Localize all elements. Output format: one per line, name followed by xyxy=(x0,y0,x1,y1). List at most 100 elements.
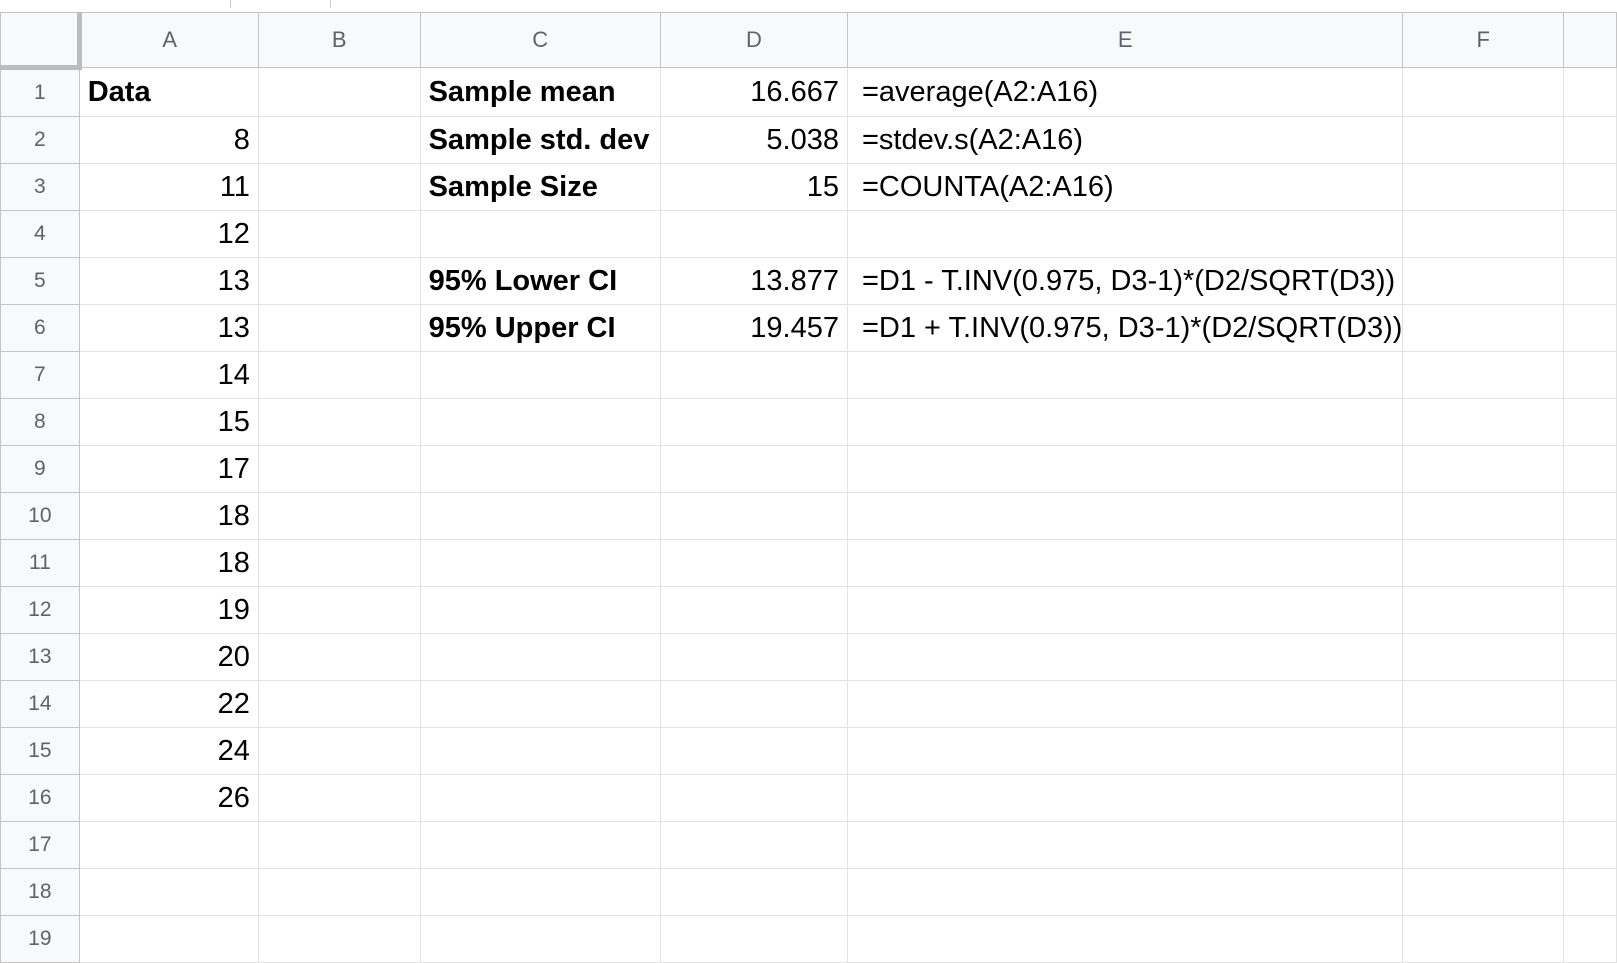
cell-f16[interactable] xyxy=(1402,774,1565,822)
cell-d10[interactable] xyxy=(659,492,848,540)
cell-e13[interactable] xyxy=(846,633,1404,681)
cell-c9[interactable] xyxy=(419,445,661,493)
cell-a8[interactable]: 15 xyxy=(78,398,259,446)
row-header[interactable]: 16 xyxy=(0,774,80,822)
column-header-b[interactable]: B xyxy=(257,12,421,68)
cell-g6[interactable] xyxy=(1563,304,1617,352)
cell-e19[interactable] xyxy=(846,915,1404,963)
row-header[interactable]: 18 xyxy=(0,868,80,916)
cell-g13[interactable] xyxy=(1563,633,1617,681)
cell-g5[interactable] xyxy=(1563,257,1617,305)
cell-f15[interactable] xyxy=(1402,727,1565,775)
cell-g14[interactable] xyxy=(1563,680,1617,728)
cell-d18[interactable] xyxy=(659,868,848,916)
cell-c15[interactable] xyxy=(419,727,661,775)
row-header[interactable]: 3 xyxy=(0,163,80,211)
cell-e1[interactable]: =average(A2:A16) xyxy=(846,67,1404,117)
cell-f6[interactable] xyxy=(1402,304,1565,352)
cell-e6[interactable]: =D1 + T.INV(0.975, D3-1)*(D2/SQRT(D3)) xyxy=(846,304,1404,352)
cell-c8[interactable] xyxy=(419,398,661,446)
row-header[interactable]: 10 xyxy=(0,492,80,540)
cell-f7[interactable] xyxy=(1402,351,1565,399)
cell-e11[interactable] xyxy=(846,539,1404,587)
cell-a4[interactable]: 12 xyxy=(78,210,259,258)
cell-d6[interactable]: 19.457 xyxy=(659,304,848,352)
cell-a11[interactable]: 18 xyxy=(78,539,259,587)
cell-c6[interactable]: 95% Upper CI xyxy=(419,304,661,352)
cell-d9[interactable] xyxy=(659,445,848,493)
cell-f4[interactable] xyxy=(1402,210,1565,258)
cell-d3[interactable]: 15 xyxy=(659,163,848,211)
cell-d16[interactable] xyxy=(659,774,848,822)
cell-f3[interactable] xyxy=(1402,163,1565,211)
cell-a14[interactable]: 22 xyxy=(78,680,259,728)
cell-a9[interactable]: 17 xyxy=(78,445,259,493)
cell-d4[interactable] xyxy=(659,210,848,258)
cell-c16[interactable] xyxy=(419,774,661,822)
cell-f10[interactable] xyxy=(1402,492,1565,540)
cell-b2[interactable] xyxy=(257,116,421,164)
cell-f11[interactable] xyxy=(1402,539,1565,587)
cell-g10[interactable] xyxy=(1563,492,1617,540)
cell-b10[interactable] xyxy=(257,492,421,540)
cell-a6[interactable]: 13 xyxy=(78,304,259,352)
cell-f8[interactable] xyxy=(1402,398,1565,446)
cell-b18[interactable] xyxy=(257,868,421,916)
column-header-next[interactable] xyxy=(1563,12,1617,68)
row-header[interactable]: 19 xyxy=(0,915,80,963)
cell-d13[interactable] xyxy=(659,633,848,681)
row-header[interactable]: 9 xyxy=(0,445,80,493)
row-header[interactable]: 7 xyxy=(0,351,80,399)
cell-f12[interactable] xyxy=(1402,586,1565,634)
cell-b6[interactable] xyxy=(257,304,421,352)
cell-e5[interactable]: =D1 - T.INV(0.975, D3-1)*(D2/SQRT(D3)) xyxy=(846,257,1404,305)
row-header[interactable]: 13 xyxy=(0,633,80,681)
row-header[interactable]: 8 xyxy=(0,398,80,446)
cell-a7[interactable]: 14 xyxy=(78,351,259,399)
cell-g8[interactable] xyxy=(1563,398,1617,446)
cell-c13[interactable] xyxy=(419,633,661,681)
cell-a3[interactable]: 11 xyxy=(78,163,259,211)
cell-c5[interactable]: 95% Lower CI xyxy=(419,257,661,305)
row-header[interactable]: 5 xyxy=(0,257,80,305)
column-header-e[interactable]: E xyxy=(846,12,1404,68)
cell-e7[interactable] xyxy=(846,351,1404,399)
cell-b8[interactable] xyxy=(257,398,421,446)
row-header[interactable]: 14 xyxy=(0,680,80,728)
cell-c17[interactable] xyxy=(419,821,661,869)
cell-d17[interactable] xyxy=(659,821,848,869)
cell-d5[interactable]: 13.877 xyxy=(659,257,848,305)
cell-a18[interactable] xyxy=(78,868,259,916)
cell-b3[interactable] xyxy=(257,163,421,211)
select-all-corner[interactable] xyxy=(0,12,82,70)
cell-f1[interactable] xyxy=(1402,67,1565,117)
cell-d2[interactable]: 5.038 xyxy=(659,116,848,164)
cell-f18[interactable] xyxy=(1402,868,1565,916)
cell-f5[interactable] xyxy=(1402,257,1565,305)
cell-d15[interactable] xyxy=(659,727,848,775)
cell-a17[interactable] xyxy=(78,821,259,869)
row-header[interactable]: 15 xyxy=(0,727,80,775)
cell-a19[interactable] xyxy=(78,915,259,963)
row-header[interactable]: 2 xyxy=(0,116,80,164)
cell-b5[interactable] xyxy=(257,257,421,305)
cell-g12[interactable] xyxy=(1563,586,1617,634)
cell-c3[interactable]: Sample Size xyxy=(419,163,661,211)
cell-a16[interactable]: 26 xyxy=(78,774,259,822)
cell-a5[interactable]: 13 xyxy=(78,257,259,305)
cell-d8[interactable] xyxy=(659,398,848,446)
cell-e18[interactable] xyxy=(846,868,1404,916)
cell-g9[interactable] xyxy=(1563,445,1617,493)
column-header-d[interactable]: D xyxy=(659,12,848,68)
cell-c19[interactable] xyxy=(419,915,661,963)
cell-b14[interactable] xyxy=(257,680,421,728)
cell-c12[interactable] xyxy=(419,586,661,634)
cell-e16[interactable] xyxy=(846,774,1404,822)
column-header-c[interactable]: C xyxy=(419,12,661,68)
cell-g7[interactable] xyxy=(1563,351,1617,399)
row-header[interactable]: 4 xyxy=(0,210,80,258)
cell-f2[interactable] xyxy=(1402,116,1565,164)
cell-e9[interactable] xyxy=(846,445,1404,493)
cell-c2[interactable]: Sample std. dev xyxy=(419,116,661,164)
cell-c7[interactable] xyxy=(419,351,661,399)
